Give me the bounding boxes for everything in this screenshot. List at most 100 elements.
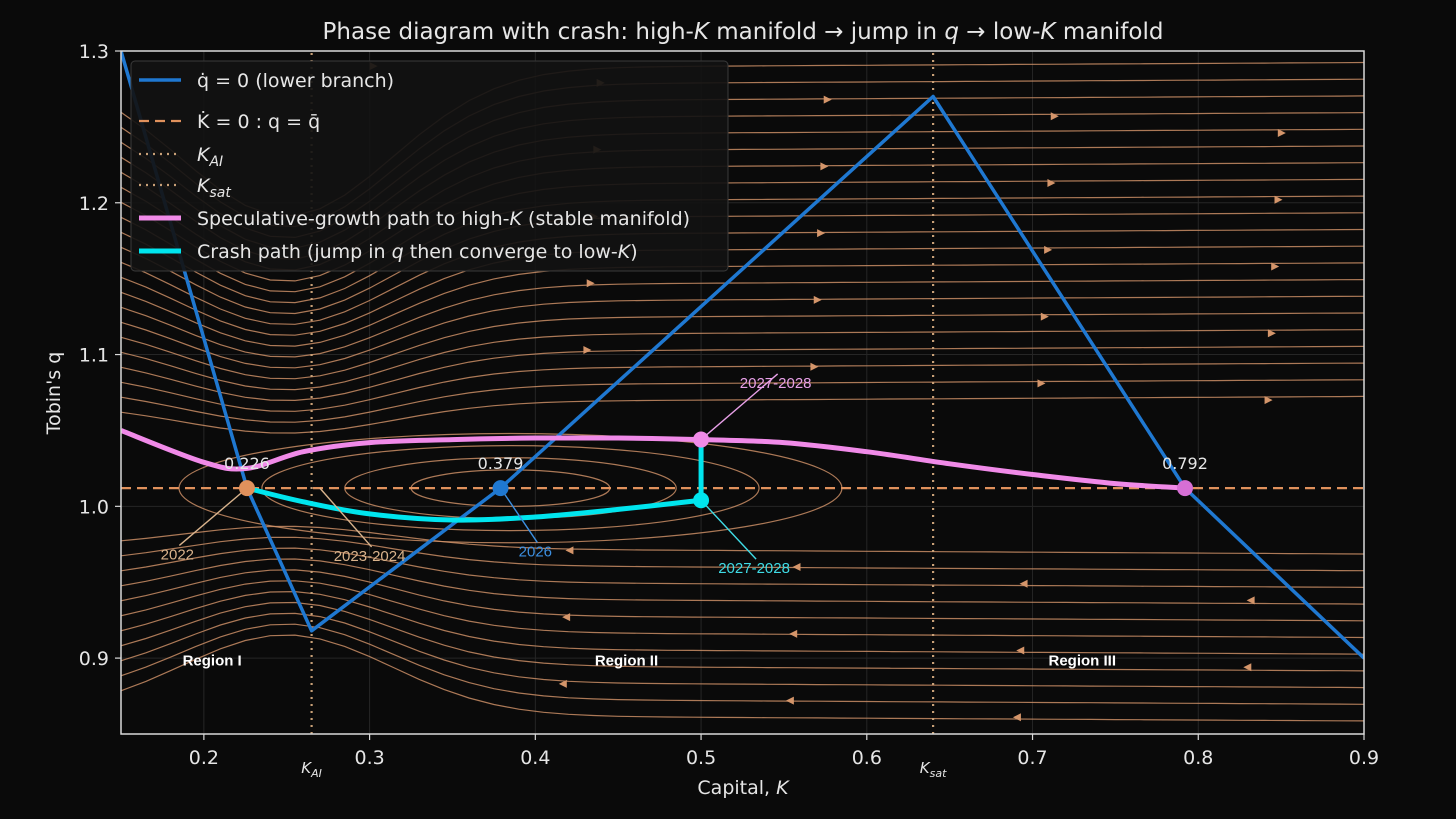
streamline: [121, 329, 1364, 391]
y-tick-label: 1.1: [79, 345, 109, 367]
stream-arrow: [583, 346, 592, 355]
point-marker: [693, 492, 710, 509]
stream-arrow: [817, 229, 826, 238]
stream-arrow: [1246, 596, 1255, 605]
stream-arrow: [823, 95, 832, 104]
region-label: Region II: [595, 653, 658, 670]
stream-arrow: [789, 629, 798, 638]
text-part: K̇ = 0 : q = q̄: [197, 111, 320, 133]
text-part: K: [776, 777, 790, 799]
streamline: [121, 379, 1364, 423]
x-tick-label: 0.6: [852, 747, 882, 769]
annotation-leader: [700, 499, 757, 560]
y-tick-label: 1.3: [79, 41, 109, 63]
axis-markers: KAI Ksat: [301, 759, 947, 780]
annotation-label: 2026: [519, 543, 552, 560]
text-part: → low-: [959, 19, 1040, 45]
point-marker: [492, 480, 509, 497]
x-tick-label: 0.7: [1017, 747, 1047, 769]
streamline: [121, 162, 1364, 282]
text-part: manifold: [1056, 19, 1164, 45]
text-part: Capital,: [697, 777, 776, 799]
annotation-leader: [178, 487, 248, 546]
annotation-label: 2027-2028: [740, 375, 812, 392]
text-part: Crash path (jump in: [197, 241, 392, 263]
stream-arrow: [810, 362, 819, 371]
streamline: [121, 345, 1364, 402]
streamline: [121, 558, 1364, 605]
legend-box: [130, 60, 729, 272]
stream-arrow: [1047, 179, 1056, 188]
streamline: [121, 362, 1364, 412]
text-part: K: [510, 208, 524, 230]
text-part: K: [694, 19, 711, 45]
annotation-leader: [319, 487, 373, 548]
y-tick-label: 0.9: [79, 648, 109, 670]
stream-arrow: [785, 696, 794, 705]
x-tick-label: 0.3: [354, 747, 384, 769]
stream-arrow: [792, 563, 801, 572]
axis-ticks: 0.2 0.3 0.4 0.5 0.6 0.7 0.8 0.9 0.9 1.0 1.1 1.2 1.3: [79, 41, 1379, 769]
text-part: (stable manifold): [522, 208, 690, 230]
stream-arrow: [1277, 128, 1286, 137]
legend: q̇ = 0 (lower branch) K̇ = 0 : q = q̄ KAI K…: [130, 60, 729, 272]
streamline: [121, 623, 1364, 705]
streamline: [121, 178, 1364, 293]
stream-arrow: [562, 613, 571, 622]
stream-arrow: [586, 279, 595, 288]
annotation-leader: [499, 487, 538, 543]
point-marker: [693, 431, 710, 448]
chart-title: Phase diagram with crash: high-K manifol…: [323, 19, 1164, 45]
stream-arrow: [813, 295, 822, 304]
annotation-label: 2027-2028: [718, 560, 790, 577]
y-tick-label: 1.2: [79, 193, 109, 215]
streamline: [121, 295, 1364, 369]
legend-entry-label: KAI: [197, 144, 223, 170]
text-part: ): [630, 241, 637, 263]
annotation-label: 2022: [161, 546, 194, 563]
axis-marker-label: Ksat: [920, 759, 947, 780]
text-part: Phase diagram with crash: high-: [323, 19, 694, 45]
region-labels: Region I Region II Region III: [183, 653, 1116, 670]
x-tick-label: 0.4: [520, 747, 550, 769]
text-part: q̇ = 0 (lower branch): [197, 70, 394, 92]
stream-arrow: [558, 679, 567, 688]
point-value-label: 0.379: [478, 454, 524, 473]
text-part: q: [944, 19, 959, 45]
stream-arrow: [1019, 579, 1028, 588]
text-part: K: [618, 241, 632, 263]
text-part: q: [392, 241, 404, 263]
streamline: [121, 228, 1364, 325]
axis-marker-label: KAI: [301, 759, 322, 780]
streamline: [121, 569, 1364, 622]
annotation-leader: [700, 373, 779, 441]
x-axis-label: Capital, K: [697, 777, 790, 799]
point-value-label: 0.226: [224, 454, 270, 473]
plot-frame: [120, 50, 1365, 735]
legend-entry-label: Ksat: [197, 175, 231, 201]
orbit: [261, 445, 760, 532]
streamline: [121, 195, 1364, 304]
stream-arrow: [1271, 262, 1280, 271]
legend-entry-label: K̇ = 0 : q = q̄: [197, 111, 320, 133]
region-label: Region I: [183, 653, 242, 670]
streamline: [121, 312, 1364, 380]
axis-marker-base: K: [301, 759, 312, 777]
x-tick-label: 0.9: [1349, 747, 1379, 769]
text-part: manifold → jump in: [709, 19, 944, 45]
streamline: [121, 279, 1364, 358]
streamline: [121, 395, 1364, 434]
stream-arrow: [1037, 379, 1046, 388]
stream-arrow: [1040, 312, 1049, 321]
axis-marker-base: K: [920, 759, 931, 777]
stream-arrow: [1264, 396, 1273, 405]
y-axis-label: Tobin's q: [43, 352, 65, 436]
legend-entry-label: Speculative-growth path to high-K (stabl…: [197, 208, 690, 230]
text-part: Speculative-growth path to high-: [197, 208, 510, 230]
point-value-label: 0.792: [1162, 454, 1208, 473]
stream-arrow: [1012, 713, 1021, 722]
x-tick-label: 0.5: [686, 747, 716, 769]
streamline: [121, 525, 1364, 555]
points: [238, 431, 1194, 509]
point-marker: [238, 480, 255, 497]
